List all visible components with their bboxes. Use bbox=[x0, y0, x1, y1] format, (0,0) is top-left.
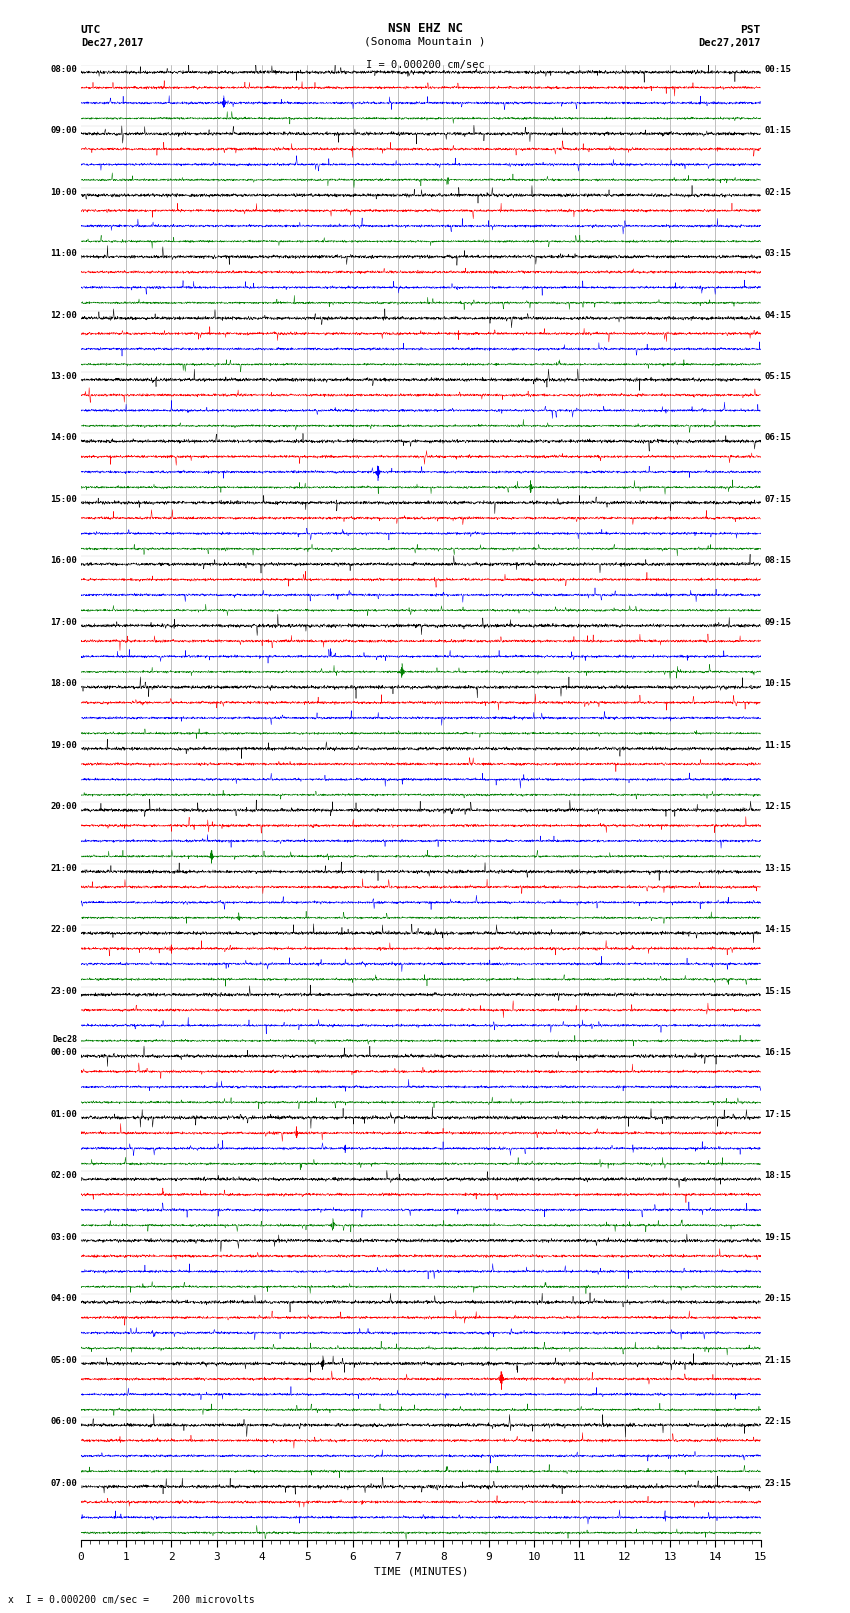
Text: 05:00: 05:00 bbox=[50, 1357, 77, 1365]
Text: 18:00: 18:00 bbox=[50, 679, 77, 689]
Text: NSN EHZ NC: NSN EHZ NC bbox=[388, 23, 462, 35]
Text: 02:00: 02:00 bbox=[50, 1171, 77, 1181]
Text: 11:15: 11:15 bbox=[764, 740, 791, 750]
Text: 09:15: 09:15 bbox=[764, 618, 791, 627]
Text: 19:00: 19:00 bbox=[50, 740, 77, 750]
Text: Dec27,2017: Dec27,2017 bbox=[698, 39, 761, 48]
Text: 11:00: 11:00 bbox=[50, 248, 77, 258]
Text: 17:15: 17:15 bbox=[764, 1110, 791, 1119]
Text: 08:00: 08:00 bbox=[50, 65, 77, 74]
Text: 10:00: 10:00 bbox=[50, 187, 77, 197]
Text: x  I = 0.000200 cm/sec =    200 microvolts: x I = 0.000200 cm/sec = 200 microvolts bbox=[8, 1595, 255, 1605]
Text: 03:15: 03:15 bbox=[764, 248, 791, 258]
Text: 00:00: 00:00 bbox=[50, 1048, 77, 1058]
Text: 10:15: 10:15 bbox=[764, 679, 791, 689]
Text: 12:15: 12:15 bbox=[764, 803, 791, 811]
Text: 13:00: 13:00 bbox=[50, 373, 77, 381]
Text: 06:00: 06:00 bbox=[50, 1418, 77, 1426]
Text: 22:00: 22:00 bbox=[50, 926, 77, 934]
Text: 06:15: 06:15 bbox=[764, 434, 791, 442]
Text: 14:00: 14:00 bbox=[50, 434, 77, 442]
Text: 13:15: 13:15 bbox=[764, 865, 791, 873]
Text: (Sonoma Mountain ): (Sonoma Mountain ) bbox=[365, 37, 485, 47]
Text: Dec28: Dec28 bbox=[53, 1034, 77, 1044]
Text: PST: PST bbox=[740, 26, 761, 35]
Text: 19:15: 19:15 bbox=[764, 1232, 791, 1242]
Text: 03:00: 03:00 bbox=[50, 1232, 77, 1242]
Text: 15:15: 15:15 bbox=[764, 987, 791, 995]
Text: UTC: UTC bbox=[81, 26, 101, 35]
Text: 16:15: 16:15 bbox=[764, 1048, 791, 1058]
Text: 23:15: 23:15 bbox=[764, 1479, 791, 1487]
Text: 20:00: 20:00 bbox=[50, 803, 77, 811]
Text: 22:15: 22:15 bbox=[764, 1418, 791, 1426]
Text: 04:15: 04:15 bbox=[764, 311, 791, 319]
Text: 01:15: 01:15 bbox=[764, 126, 791, 135]
Text: Dec27,2017: Dec27,2017 bbox=[81, 39, 144, 48]
Text: 05:15: 05:15 bbox=[764, 373, 791, 381]
Text: 09:00: 09:00 bbox=[50, 126, 77, 135]
Text: 04:00: 04:00 bbox=[50, 1294, 77, 1303]
X-axis label: TIME (MINUTES): TIME (MINUTES) bbox=[373, 1566, 468, 1576]
Text: 14:15: 14:15 bbox=[764, 926, 791, 934]
Text: 21:15: 21:15 bbox=[764, 1357, 791, 1365]
Text: 20:15: 20:15 bbox=[764, 1294, 791, 1303]
Text: 08:15: 08:15 bbox=[764, 556, 791, 566]
Text: 18:15: 18:15 bbox=[764, 1171, 791, 1181]
Text: 15:00: 15:00 bbox=[50, 495, 77, 503]
Text: 07:15: 07:15 bbox=[764, 495, 791, 503]
Text: 17:00: 17:00 bbox=[50, 618, 77, 627]
Text: 02:15: 02:15 bbox=[764, 187, 791, 197]
Text: 07:00: 07:00 bbox=[50, 1479, 77, 1487]
Text: 23:00: 23:00 bbox=[50, 987, 77, 995]
Text: 16:00: 16:00 bbox=[50, 556, 77, 566]
Text: 00:15: 00:15 bbox=[764, 65, 791, 74]
Text: 12:00: 12:00 bbox=[50, 311, 77, 319]
Text: I = 0.000200 cm/sec: I = 0.000200 cm/sec bbox=[366, 60, 484, 69]
Text: 21:00: 21:00 bbox=[50, 865, 77, 873]
Text: 01:00: 01:00 bbox=[50, 1110, 77, 1119]
